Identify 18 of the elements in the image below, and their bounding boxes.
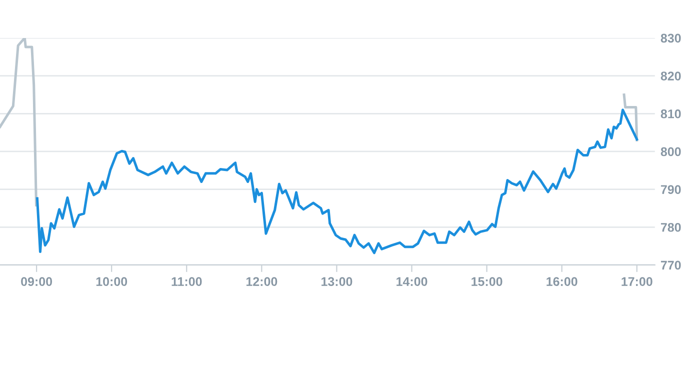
y-tick-label: 820 — [660, 72, 681, 80]
y-tick-label: 770 — [660, 260, 681, 270]
x-tick-label: 14:00 — [396, 277, 428, 286]
x-tick-label: 09:00 — [21, 277, 52, 286]
x-tick-label: 15:00 — [472, 277, 502, 286]
x-tick-label: 17:00 — [622, 277, 652, 286]
y-tick-label: 830 — [660, 34, 681, 43]
y-tick-label: 810 — [660, 109, 681, 118]
y-tick-label: 780 — [660, 222, 681, 232]
x-tick-label: 11:00 — [172, 277, 202, 286]
y-tick-label: 790 — [660, 185, 681, 194]
x-tick-label: 10:00 — [96, 277, 128, 286]
x-tick-label: 16:00 — [546, 277, 578, 286]
x-tick-label: 12:00 — [246, 277, 278, 286]
line-series — [36, 108, 638, 254]
x-tick-label: 13:00 — [322, 277, 352, 286]
line-series — [0, 38, 38, 206]
y-tick-label: 800 — [660, 147, 681, 156]
